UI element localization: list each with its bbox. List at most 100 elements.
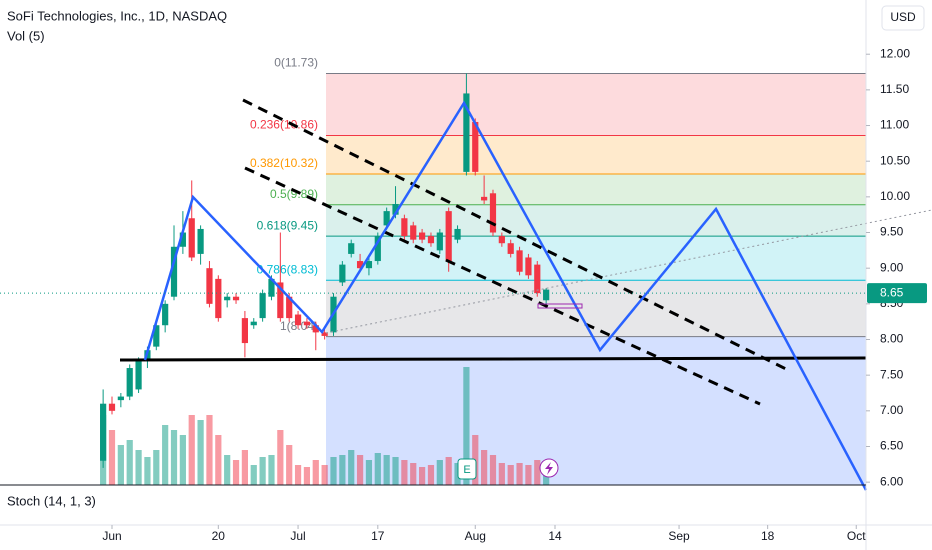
candle-body [481, 196, 488, 201]
volume-bar [365, 460, 373, 485]
candle-body [392, 203, 399, 215]
volume-bar [419, 467, 426, 485]
currency: USD [890, 10, 916, 24]
fib-zone [326, 280, 866, 337]
fib-zone [326, 174, 866, 205]
candle-body [365, 261, 373, 269]
candle-body [232, 296, 240, 301]
volume-bar [507, 465, 514, 485]
volume-bar [392, 457, 399, 485]
candle-body [436, 232, 443, 251]
y-tick-label: 10.00 [880, 189, 910, 203]
candle-body [100, 403, 107, 461]
volume-bar [153, 450, 160, 485]
candle-body [294, 314, 302, 326]
currency-button[interactable] [881, 5, 925, 31]
candle-body [286, 296, 293, 319]
volume-bar [436, 460, 443, 485]
volume-bar [250, 465, 257, 485]
last-price-tag [867, 283, 927, 304]
candle-body [339, 264, 346, 283]
x-tick-label: 14 [548, 529, 562, 543]
candle-body [108, 403, 116, 411]
candle-body [268, 278, 275, 297]
x-tick-label: Aug [465, 529, 486, 543]
volume-bar [215, 435, 222, 485]
candle-body [356, 261, 364, 269]
trend-line [325, 209, 932, 334]
chart-title: SoFi Technologies, Inc., 1D, NASDAQ [7, 8, 227, 23]
support-line [119, 356, 867, 362]
earnings-icon[interactable] [457, 458, 477, 480]
volume-bar [330, 457, 337, 485]
last-price-label: 8.65 [880, 285, 904, 299]
candle-body [445, 211, 452, 262]
fib-label: 0.236(10.86) [250, 118, 318, 132]
candles [100, 73, 550, 468]
x-tick-label: 18 [761, 529, 775, 543]
channel-line [244, 166, 761, 406]
fib-zone [326, 135, 866, 175]
volume-bar [401, 460, 408, 485]
candle-body [170, 246, 178, 297]
candle-body [419, 232, 426, 240]
candle-body [321, 332, 328, 336]
candle-body [543, 289, 550, 301]
y-tick-label: 8.00 [880, 332, 904, 346]
volume-bar [445, 457, 452, 485]
fib-label: 0.382(10.32) [250, 156, 318, 170]
volume-bar [321, 465, 328, 485]
volume-bar [356, 455, 364, 485]
volume-bar [286, 445, 293, 485]
volume-bar [277, 430, 284, 485]
volume-bar [489, 455, 497, 485]
volume-bar [463, 367, 470, 485]
candle-body [525, 257, 532, 276]
fib-zone [326, 73, 866, 136]
candle-body [383, 211, 390, 226]
lightning [545, 462, 553, 475]
y-tick-label: 9.00 [880, 260, 904, 274]
volume-bar [427, 465, 435, 485]
y-tick-label: 10.50 [880, 153, 910, 167]
volume-label: Vol (5) [7, 28, 45, 43]
candle-body [312, 325, 319, 333]
volume-bar [312, 460, 319, 485]
volume-bar [188, 415, 195, 485]
x-tick-label: 17 [371, 529, 385, 543]
candle-body [135, 360, 142, 390]
volume-bar [481, 450, 488, 485]
y-tick-label: 6.50 [880, 439, 904, 453]
volume-bar [135, 450, 142, 485]
x-tick-label: Oct [847, 529, 866, 543]
x-tick-label: Jun [102, 529, 121, 543]
volume-bar [303, 467, 311, 485]
y-tick-label: 12.00 [880, 46, 910, 60]
marker [537, 303, 583, 309]
volume-bar [126, 440, 133, 485]
volume-bar [525, 465, 532, 485]
volume-bar [162, 425, 169, 485]
fib-retracement: 0(11.73) 0.236(10.86) 0.382(10.32) 0.5(9.89… [250, 56, 866, 485]
volume-bar [179, 435, 186, 485]
volume-bar [117, 445, 124, 485]
candle-body [224, 296, 231, 301]
candle-body [117, 396, 124, 401]
volume-pane [100, 367, 550, 485]
zigzag [143, 100, 868, 491]
candle-body [162, 303, 169, 326]
volume-bar [534, 460, 541, 485]
earnings-letter: E [463, 464, 470, 476]
volume-bar [348, 450, 355, 485]
volume-bar [516, 463, 523, 485]
volume-bar [197, 420, 204, 485]
y-tick-label: 7.50 [880, 367, 904, 381]
candle-body [206, 268, 213, 304]
y-tick-label: 7.00 [880, 403, 904, 417]
candle-body [472, 121, 479, 172]
volume-bar [259, 457, 266, 485]
candle-body [489, 193, 497, 233]
candle-body [277, 282, 284, 319]
fib-label: 0(11.73) [274, 56, 318, 70]
stoch-label: Stoch (14, 1, 3) [7, 493, 96, 508]
